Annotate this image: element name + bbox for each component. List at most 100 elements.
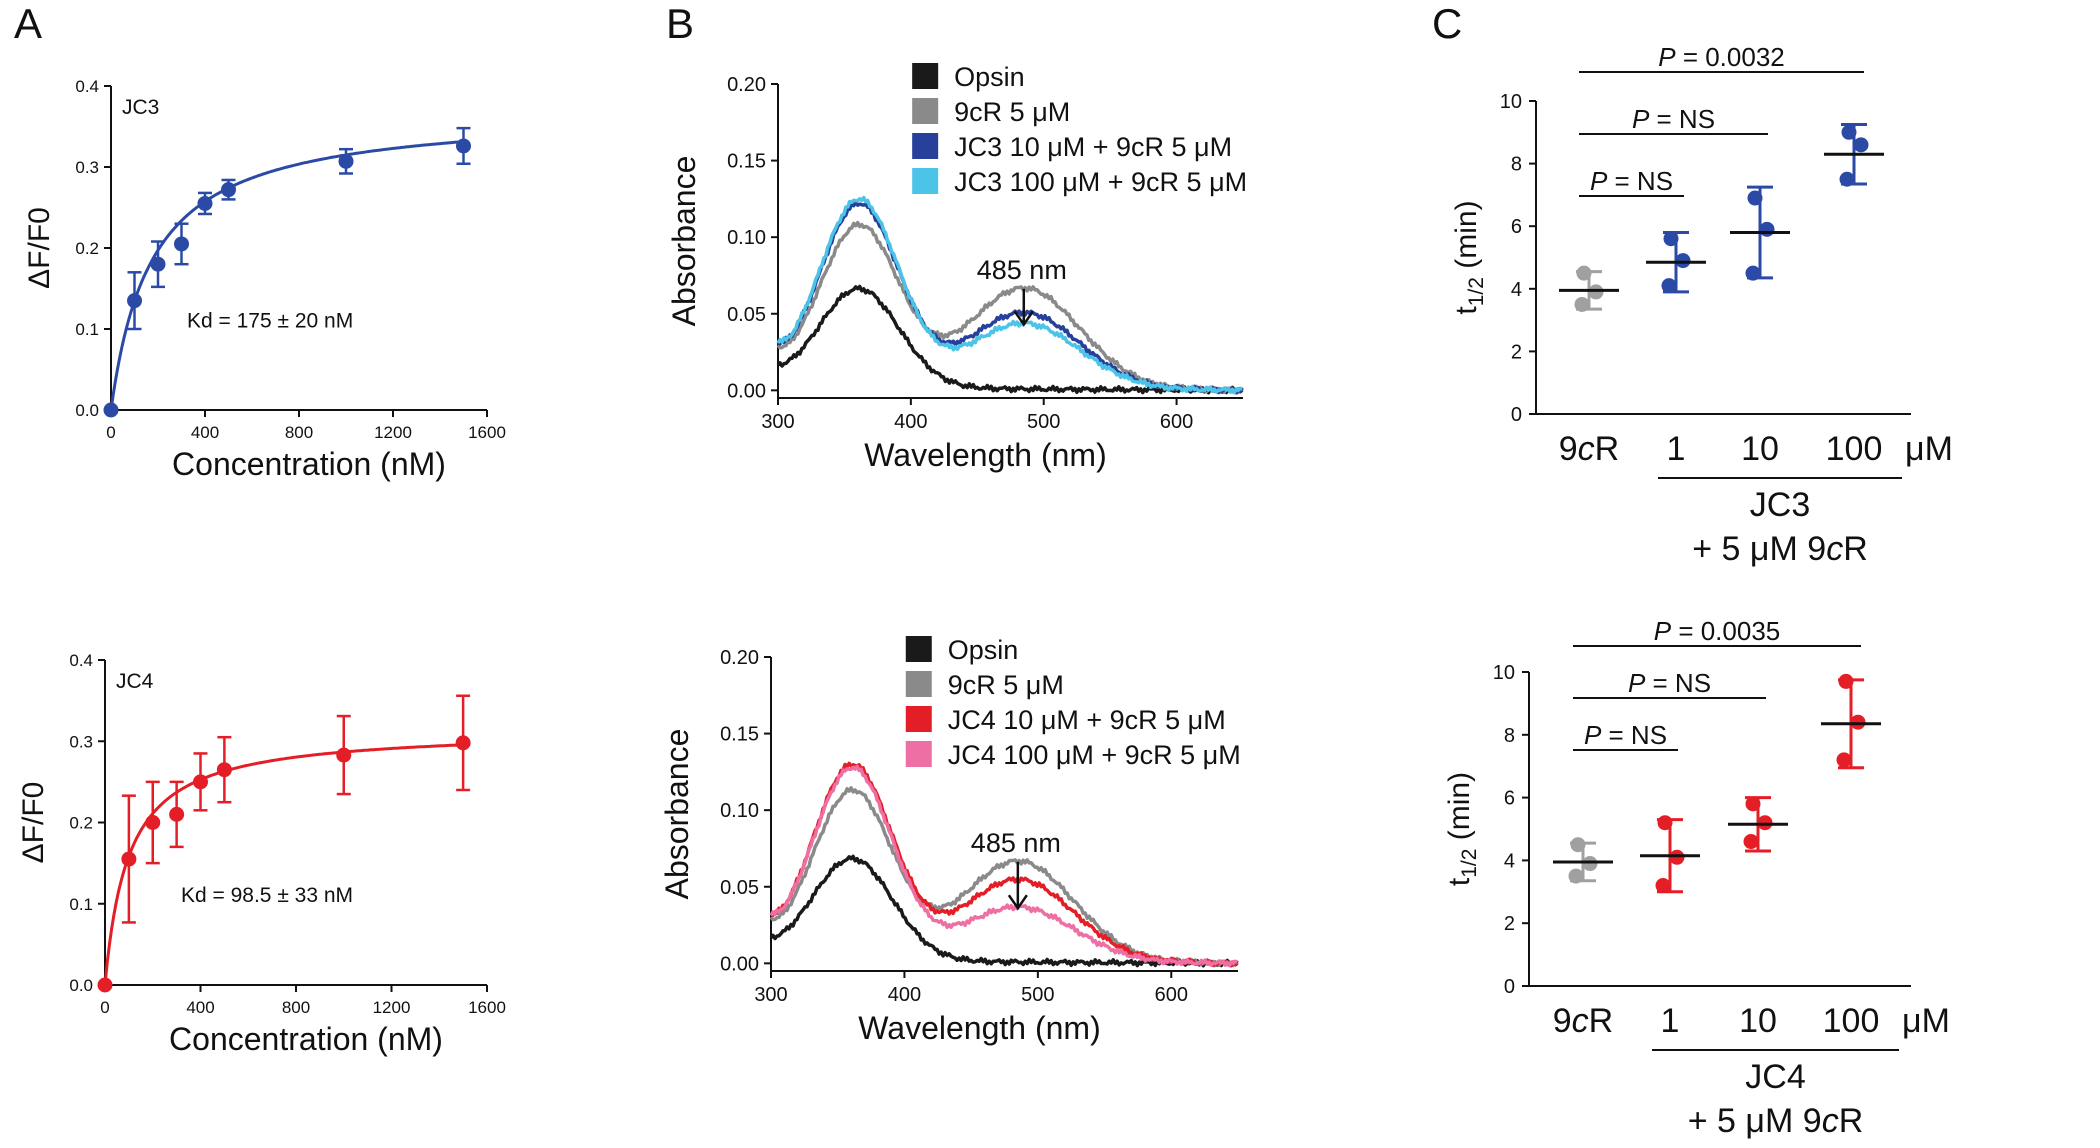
y-axis-title: ΔF/F0 bbox=[23, 207, 56, 289]
legend-label: JC4 10 μM + 9cR 5 μM bbox=[948, 705, 1226, 735]
data-point bbox=[1675, 253, 1691, 269]
y-tick-label: 4 bbox=[1504, 850, 1515, 872]
chart-c-jc4: 0 2 4 6 8 10 t1/2 (min) 9cR 1 10 100 μM JC4 + 5 μM 9c… bbox=[1443, 616, 1950, 1140]
x-tick-label: 1600 bbox=[468, 423, 506, 442]
legend-swatch bbox=[912, 63, 939, 89]
data-point bbox=[1588, 284, 1604, 300]
y-tick-label: 0.10 bbox=[720, 800, 759, 822]
y-tick-label: 2 bbox=[1504, 913, 1515, 935]
x-tick-label: 800 bbox=[285, 423, 313, 442]
data-point bbox=[1570, 837, 1586, 853]
data-point bbox=[1757, 815, 1773, 831]
category-label: 1 bbox=[1661, 1002, 1680, 1040]
y-tick-label: 0.0 bbox=[75, 401, 99, 420]
data-point bbox=[336, 747, 352, 763]
legend-label: JC3 100 μM + 9cR 5 μM bbox=[954, 167, 1247, 197]
panel-label-b: B bbox=[666, 0, 694, 47]
y-tick-label: 0.20 bbox=[720, 647, 759, 669]
data-point bbox=[127, 293, 142, 309]
data-point bbox=[197, 195, 213, 211]
data-point bbox=[1853, 137, 1869, 153]
y-tick-label: 10 bbox=[1493, 662, 1515, 684]
data-point bbox=[193, 774, 208, 790]
comparison-label: P = NS bbox=[1628, 668, 1711, 698]
comparison-label: P = 0.0032 bbox=[1658, 42, 1785, 72]
series-label: JC3 bbox=[122, 96, 159, 119]
data-point bbox=[456, 138, 471, 154]
legend-label: Opsin bbox=[948, 635, 1019, 665]
y-axis-title: Absorbance bbox=[666, 156, 702, 327]
panel-label-c: C bbox=[1432, 0, 1462, 47]
category-label: 1 bbox=[1667, 430, 1686, 468]
legend-label: JC4 100 μM + 9cR 5 μM bbox=[948, 740, 1241, 770]
series-label: JC4 bbox=[116, 670, 154, 693]
legend-swatch bbox=[905, 636, 932, 662]
x-axis-title: Concentration (nM) bbox=[172, 446, 446, 482]
y-tick-label: 0.10 bbox=[727, 227, 766, 249]
legend-swatch bbox=[912, 133, 939, 159]
data-point bbox=[1743, 834, 1759, 850]
spectrum-line bbox=[769, 786, 1239, 968]
x-tick-label: 1200 bbox=[373, 998, 411, 1017]
data-point bbox=[1839, 171, 1855, 187]
data-point bbox=[1836, 752, 1852, 768]
legend-swatch bbox=[905, 671, 932, 697]
y-tick-label: 0.00 bbox=[727, 380, 766, 402]
y-tick-label: 0.2 bbox=[69, 814, 93, 833]
y-tick-label: 0.4 bbox=[69, 651, 93, 670]
y-tick-label: 0.3 bbox=[69, 732, 93, 751]
data-point bbox=[1574, 296, 1590, 312]
data-point bbox=[338, 153, 354, 169]
x-tick-label: 300 bbox=[761, 411, 794, 433]
spectrum-line bbox=[776, 200, 1244, 395]
data-point bbox=[1661, 278, 1677, 294]
data-point bbox=[1745, 265, 1761, 281]
y-tick-label: 0.3 bbox=[75, 158, 99, 177]
x-tick-label: 400 bbox=[894, 411, 927, 433]
legend-swatch bbox=[912, 168, 939, 194]
y-tick-label: 8 bbox=[1511, 154, 1522, 176]
group-label: JC4 bbox=[1745, 1058, 1805, 1096]
y-tick-label: 0.4 bbox=[75, 77, 99, 96]
y-tick-label: 0.2 bbox=[75, 239, 99, 258]
spectrum-line bbox=[769, 761, 1239, 968]
data-point bbox=[1759, 221, 1775, 237]
x-tick-label: 400 bbox=[191, 423, 219, 442]
x-tick-label: 1600 bbox=[468, 998, 506, 1017]
y-tick-label: 6 bbox=[1511, 216, 1522, 238]
y-axis-title: Absorbance bbox=[659, 729, 695, 900]
data-point bbox=[455, 735, 471, 751]
spectrum-line bbox=[776, 220, 1244, 395]
data-point bbox=[121, 851, 137, 867]
chart-a-jc3: 0.0 0.1 0.2 0.3 0.4 0 400 800 1200 1600 Concentrat… bbox=[23, 77, 506, 482]
x-tick-label: 500 bbox=[1021, 984, 1054, 1006]
y-tick-label: 0.1 bbox=[75, 320, 99, 339]
data-point bbox=[1838, 673, 1854, 689]
y-tick-label: 0.15 bbox=[727, 151, 766, 173]
y-tick-label: 0 bbox=[1511, 404, 1522, 426]
unit-label: μM bbox=[1905, 430, 1953, 468]
fit-curve bbox=[109, 140, 464, 411]
y-tick-label: 10 bbox=[1500, 91, 1522, 113]
data-point bbox=[1568, 868, 1584, 884]
legend-swatch bbox=[905, 706, 932, 732]
x-axis-title: Wavelength (nm) bbox=[858, 1010, 1100, 1046]
comparison-label: P = 0.0035 bbox=[1654, 616, 1781, 646]
data-point bbox=[1576, 265, 1592, 281]
spectrum-line bbox=[776, 284, 1244, 395]
y-tick-label: 4 bbox=[1511, 279, 1522, 301]
legend-swatch bbox=[905, 741, 932, 767]
data-point bbox=[1657, 815, 1673, 831]
x-tick-label: 600 bbox=[1155, 984, 1188, 1006]
group-label: JC3 bbox=[1750, 486, 1810, 524]
category-label: 9cR bbox=[1553, 1002, 1613, 1040]
kd-annotation: Kd = 175 ± 20 nM bbox=[187, 309, 353, 332]
data-point bbox=[97, 977, 113, 993]
fit-curve bbox=[103, 743, 464, 986]
x-tick-label: 800 bbox=[282, 998, 310, 1017]
data-point bbox=[1745, 796, 1761, 812]
spectrum-line bbox=[769, 764, 1238, 968]
category-label: 9cR bbox=[1559, 430, 1619, 468]
category-label: 10 bbox=[1739, 1002, 1777, 1040]
